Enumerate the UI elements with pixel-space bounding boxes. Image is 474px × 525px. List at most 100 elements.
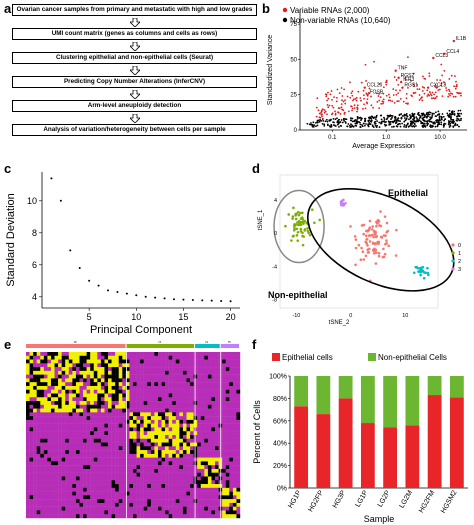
e-heatmap-cell [58, 450, 62, 455]
e-heatmap-cell [111, 502, 116, 507]
e-heatmap-cell [26, 453, 30, 458]
e-heatmap-cell [211, 491, 216, 496]
b-point-nonvariable [350, 123, 352, 126]
e-heatmap-cell [118, 461, 123, 466]
b-point-nonvariable [354, 122, 357, 125]
e-heatmap-cell [136, 370, 141, 375]
d-point-cluster-0 [372, 252, 376, 255]
b-point-variable [423, 86, 426, 89]
e-heatmap-cell [225, 499, 230, 504]
e-heatmap-cell [211, 352, 216, 356]
e-heatmap-cell [93, 378, 98, 383]
e-heatmap-cell [29, 453, 34, 458]
workflow-flowchart: Ovarian cancer samples from primary and … [12, 4, 257, 149]
e-heatmap-cell [161, 472, 166, 477]
e-heatmap-cell [108, 499, 112, 504]
e-heatmap-cell [222, 472, 226, 477]
e-heatmap-cell [68, 491, 73, 496]
e-heatmap-cell [165, 359, 169, 364]
e-heatmap-cell [204, 480, 209, 485]
e-heatmap-cell [100, 404, 105, 409]
b-point-nonvariable [349, 119, 352, 122]
e-heatmap-cell [161, 484, 166, 489]
e-heatmap-cell [33, 355, 37, 360]
e-heatmap-cell [100, 423, 105, 428]
e-heatmap-cell [157, 499, 162, 504]
e-heatmap-cell [136, 427, 141, 432]
d-point-cluster-0 [395, 228, 398, 232]
e-heatmap-cell [104, 367, 109, 372]
e-heatmap-cell [97, 393, 102, 398]
f-bar-segment [316, 376, 331, 415]
e-heatmap-cell [65, 442, 69, 447]
e-heatmap-cell [232, 427, 237, 432]
f-bar-segment [316, 414, 331, 488]
e-heatmap-cell [50, 484, 55, 489]
e-heatmap-cell [179, 382, 184, 387]
e-heatmap-cell [168, 476, 173, 481]
e-heatmap-cell [211, 363, 216, 368]
e-heatmap-cell [136, 514, 141, 519]
e-heatmap-cell [72, 359, 77, 364]
e-heatmap-cell [50, 397, 55, 402]
e-heatmap-cell [225, 495, 230, 500]
b-annotated-point [432, 56, 435, 60]
d-point-cluster-2 [417, 270, 420, 273]
e-heatmap-cell [90, 423, 94, 428]
e-heatmap-cell [118, 427, 123, 432]
b-point-nonvariable [440, 121, 443, 124]
e-heatmap-cell [133, 419, 137, 424]
e-heatmap-cell [115, 495, 119, 500]
d-point-cluster-0 [365, 237, 369, 241]
e-heatmap-cell [26, 465, 30, 470]
e-heatmap-cell [133, 397, 137, 402]
e-heatmap-cell [29, 514, 34, 519]
e-heatmap-cell [75, 435, 80, 439]
d-point-cluster-1 [300, 220, 304, 224]
e-heatmap-cell [90, 499, 94, 504]
e-heatmap-cell [40, 487, 45, 492]
e-heatmap-cell [118, 423, 123, 428]
e-heatmap-cell [207, 431, 212, 436]
e-heatmap-cell [111, 468, 116, 473]
e-heatmap-cell [115, 465, 119, 470]
e-heatmap-cell [90, 404, 94, 409]
e-heatmap-cell [100, 491, 105, 496]
e-heatmap-cell [140, 419, 144, 424]
e-heatmap-cell [40, 435, 45, 439]
b-point-nonvariable [422, 125, 424, 128]
e-heatmap-cell [175, 499, 180, 504]
d-point-cluster-2 [422, 276, 426, 280]
b-point-nonvariable [401, 114, 404, 117]
e-heatmap-cell [104, 359, 109, 364]
e-heatmap-cell [125, 499, 130, 504]
e-heatmap-cell [47, 491, 52, 496]
e-heatmap-cell [68, 484, 73, 489]
e-heatmap-cell [140, 370, 144, 375]
e-heatmap-cell [229, 385, 234, 390]
e-heatmap-cell [232, 438, 237, 443]
e-heatmap-cell [236, 457, 241, 462]
e-group-bar-3 [220, 344, 239, 348]
b-point-variable [438, 88, 441, 91]
e-heatmap-cell [143, 363, 148, 368]
e-heatmap-cell [179, 442, 184, 447]
e-heatmap-cell [197, 363, 201, 368]
e-heatmap-cell [50, 378, 55, 383]
e-heatmap-cell [197, 423, 201, 428]
e-heatmap-cell [225, 438, 230, 443]
e-heatmap-cell [133, 510, 137, 515]
e-heatmap-cell [36, 408, 41, 413]
b-point-nonvariable [458, 112, 460, 115]
e-heatmap-cell [90, 446, 94, 451]
b-point-variable [455, 80, 457, 83]
e-heatmap-cell [133, 499, 137, 504]
e-heatmap-cell [140, 514, 144, 519]
e-heatmap-cell [97, 484, 102, 489]
e-heatmap-cell [58, 465, 62, 470]
e-heatmap-cell [83, 378, 87, 383]
e-heatmap-cell [207, 401, 212, 406]
e-heatmap-cell [172, 468, 176, 473]
e-heatmap-cell [83, 367, 87, 372]
e-heatmap-cell [100, 465, 105, 470]
